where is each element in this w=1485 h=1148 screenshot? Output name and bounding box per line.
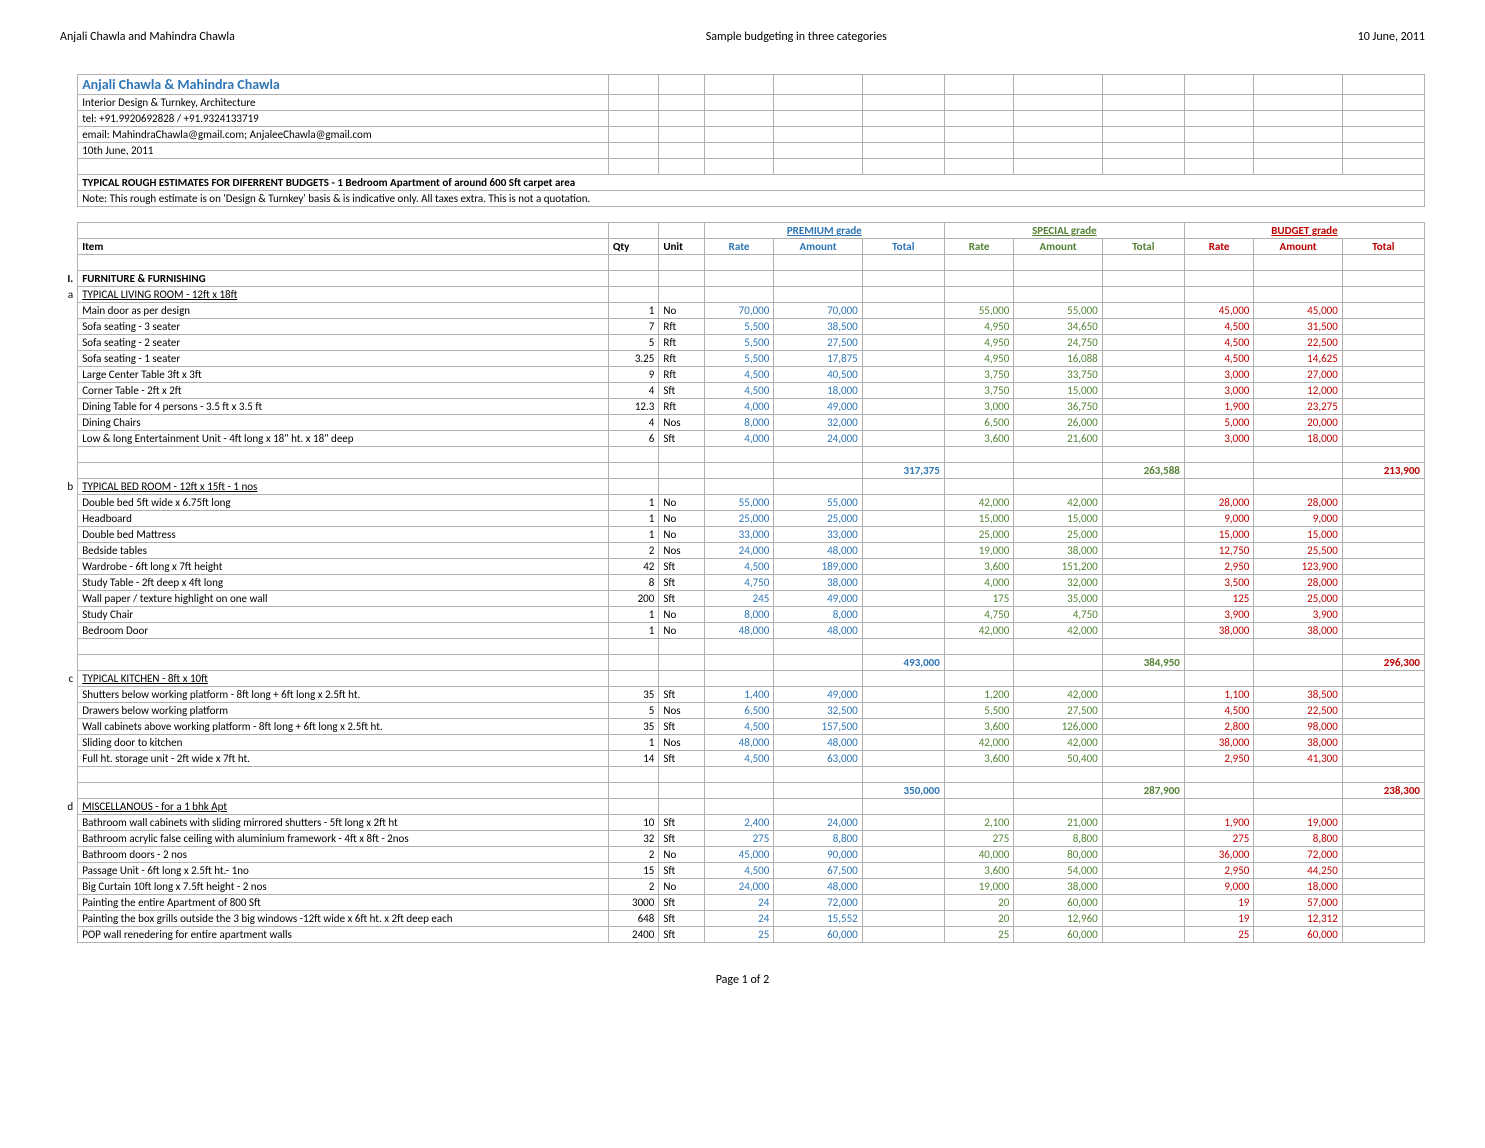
line-item: Bedroom Door <box>78 623 609 639</box>
line-item: POP wall renedering for entire apartment… <box>78 927 609 943</box>
grade-budget: BUDGET grade <box>1184 223 1424 239</box>
subtotal-premium: 493,000 <box>862 655 944 671</box>
col-item: Item <box>78 239 609 255</box>
header-left: Anjali Chawla and Mahindra Chawla <box>60 30 235 44</box>
line-item: Study Chair <box>78 607 609 623</box>
line-item: Corner Table - 2ft x 2ft <box>78 383 609 399</box>
line-item: Low & long Entertainment Unit - 4ft long… <box>78 431 609 447</box>
line-item: Painting the box grills outside the 3 bi… <box>78 911 609 927</box>
line-item: Double bed 5ft wide x 6.75ft long <box>78 495 609 511</box>
section-title: FURNITURE & FURNISHING <box>78 271 609 287</box>
subtotal-budget: 213,900 <box>1342 463 1424 479</box>
header-right: 10 June, 2011 <box>1358 30 1425 44</box>
line-item: Painting the entire Apartment of 800 Sft <box>78 895 609 911</box>
line-item: Large Center Table 3ft x 3ft <box>78 367 609 383</box>
line-item: Sofa seating - 1 seater <box>78 351 609 367</box>
line-item: Main door as per design <box>78 303 609 319</box>
doc-header: Anjali Chawla and Mahindra Chawla Sample… <box>60 30 1425 44</box>
group-title: MISCELLANOUS - for a 1 bhk Apt <box>78 799 609 815</box>
col-unit: Unit <box>659 239 704 255</box>
company-tel: tel: +91.9920692828 / +91.9324133719 <box>78 111 609 127</box>
line-item: Dining Table for 4 persons - 3.5 ft x 3.… <box>78 399 609 415</box>
line-item: Big Curtain 10ft long x 7.5ft height - 2… <box>78 879 609 895</box>
doc-heading: TYPICAL ROUGH ESTIMATES FOR DIFERRENT BU… <box>78 175 1425 191</box>
line-item: Dining Chairs <box>78 415 609 431</box>
line-item: Passage Unit - 6ft long x 2.5ft ht.- 1no <box>78 863 609 879</box>
line-item: Bathroom acrylic false ceiling with alum… <box>78 831 609 847</box>
grade-special: SPECIAL grade <box>944 223 1184 239</box>
line-item: Full ht. storage unit - 2ft wide x 7ft h… <box>78 751 609 767</box>
line-item: Wardrobe - 6ft long x 7ft height <box>78 559 609 575</box>
doc-note: Note: This rough estimate is on 'Design … <box>78 191 1425 207</box>
line-item: Double bed Mattress <box>78 527 609 543</box>
col-qty: Qty <box>608 239 659 255</box>
line-item: Wall cabinets above working platform - 8… <box>78 719 609 735</box>
grade-premium: PREMIUM grade <box>704 223 944 239</box>
subtotal-special: 263,588 <box>1102 463 1184 479</box>
budget-table: Anjali Chawla & Mahindra ChawlaInterior … <box>60 74 1425 943</box>
company-line1: Interior Design & Turnkey, Architecture <box>78 95 609 111</box>
company-date: 10th June, 2011 <box>78 143 609 159</box>
line-item: Bathroom doors - 2 nos <box>78 847 609 863</box>
company-email: email: MahindraChawla@gmail.com; Anjalee… <box>78 127 609 143</box>
company-name: Anjali Chawla & Mahindra Chawla <box>78 75 609 95</box>
line-item: Sofa seating - 2 seater <box>78 335 609 351</box>
line-item: Headboard <box>78 511 609 527</box>
line-item: Wall paper / texture highlight on one wa… <box>78 591 609 607</box>
page-footer: Page 1 of 2 <box>60 973 1425 987</box>
subtotal-budget: 238,300 <box>1342 783 1424 799</box>
line-item: Sliding door to kitchen <box>78 735 609 751</box>
group-title: TYPICAL LIVING ROOM - 12ft x 18ft <box>78 287 609 303</box>
header-center: Sample budgeting in three categories <box>706 30 887 44</box>
subtotal-special: 384,950 <box>1102 655 1184 671</box>
line-item: Drawers below working platform <box>78 703 609 719</box>
subtotal-premium: 317,375 <box>862 463 944 479</box>
line-item: Bathroom wall cabinets with sliding mirr… <box>78 815 609 831</box>
line-item: Sofa seating - 3 seater <box>78 319 609 335</box>
subtotal-budget: 296,300 <box>1342 655 1424 671</box>
line-item: Shutters below working platform - 8ft lo… <box>78 687 609 703</box>
group-title: TYPICAL KITCHEN - 8ft x 10ft <box>78 671 609 687</box>
subtotal-special: 287,900 <box>1102 783 1184 799</box>
subtotal-premium: 350,000 <box>862 783 944 799</box>
line-item: Bedside tables <box>78 543 609 559</box>
line-item: Study Table - 2ft deep x 4ft long <box>78 575 609 591</box>
group-title: TYPICAL BED ROOM - 12ft x 15ft - 1 nos <box>78 479 609 495</box>
